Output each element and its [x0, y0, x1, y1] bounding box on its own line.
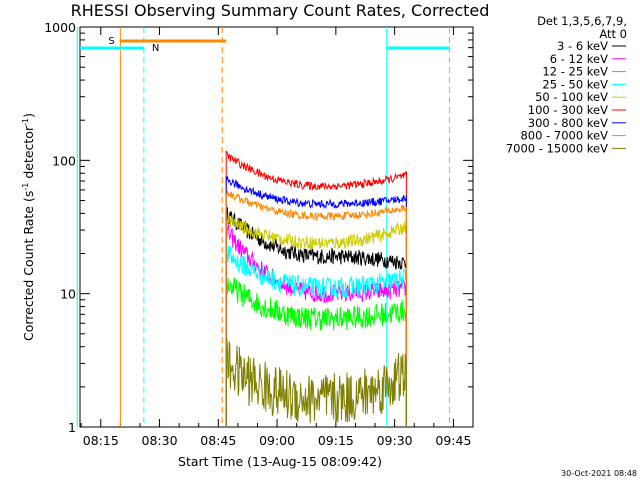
annotation-flag-night: N [152, 43, 159, 54]
x-axis-label: Start Time (13-Aug-15 08:09:42) [178, 454, 382, 469]
series-line-6 [225, 176, 407, 426]
legend-header-attenuator: Att 0 [599, 27, 627, 41]
series-line-3 [225, 245, 407, 426]
annotation-flag-saa: S [108, 36, 114, 47]
chart-title: RHESSI Observing Summary Count Rates, Co… [71, 1, 490, 20]
series-line-5 [225, 150, 407, 426]
legend-header-detectors: Det 1,3,5,6,7,9, [537, 14, 627, 28]
y-axis-label-sup2: -1 [21, 118, 30, 126]
y-axis-label: Corrected Count Rate (s-1 detector-1) [21, 113, 36, 341]
y-axis-label-mid: detector [21, 125, 36, 183]
legend-label-4: 50 - 100 keV [535, 90, 608, 104]
legend-label-1: 6 - 12 keV [550, 52, 608, 66]
series-line-7 [225, 190, 407, 426]
series-line-8 [225, 338, 407, 426]
x-tick-label: 09:45 [435, 433, 471, 448]
y-tick-label: 100 [52, 153, 76, 168]
y-tick-label: 1000 [44, 20, 76, 35]
y-tick-label: 10 [60, 287, 76, 302]
plot-timestamp: 30-Oct-2021 08:48 [561, 469, 637, 478]
x-tick-label: 08:30 [142, 433, 178, 448]
x-tick-label: 09:15 [318, 433, 354, 448]
x-tick-label: 09:00 [259, 433, 295, 448]
legend-label-3: 25 - 50 keV [542, 77, 608, 91]
series-line-0 [225, 207, 407, 426]
legend-label-0: 3 - 6 keV [557, 39, 608, 53]
legend-label-2: 12 - 25 keV [542, 65, 608, 79]
series-line-2 [225, 277, 407, 426]
x-tick-label: 08:15 [83, 433, 119, 448]
legend-label-6: 300 - 800 keV [528, 116, 608, 130]
series-line-4 [225, 215, 407, 426]
plot-frame [79, 26, 474, 428]
plot-area [76, 26, 474, 428]
y-axis-label-sup1: -1 [21, 183, 30, 191]
y-axis-label-end: ) [21, 113, 36, 118]
legend-label-8: 7000 - 15000 keV [506, 141, 608, 155]
legend-label-5: 100 - 300 keV [528, 103, 608, 117]
legend-label-7: 800 - 7000 keV [520, 129, 608, 143]
x-tick-label: 08:45 [200, 433, 236, 448]
x-tick-label: 09:30 [377, 433, 413, 448]
y-tick-label: 1 [68, 420, 76, 435]
y-axis-label-main: Corrected Count Rate (s [21, 191, 36, 341]
